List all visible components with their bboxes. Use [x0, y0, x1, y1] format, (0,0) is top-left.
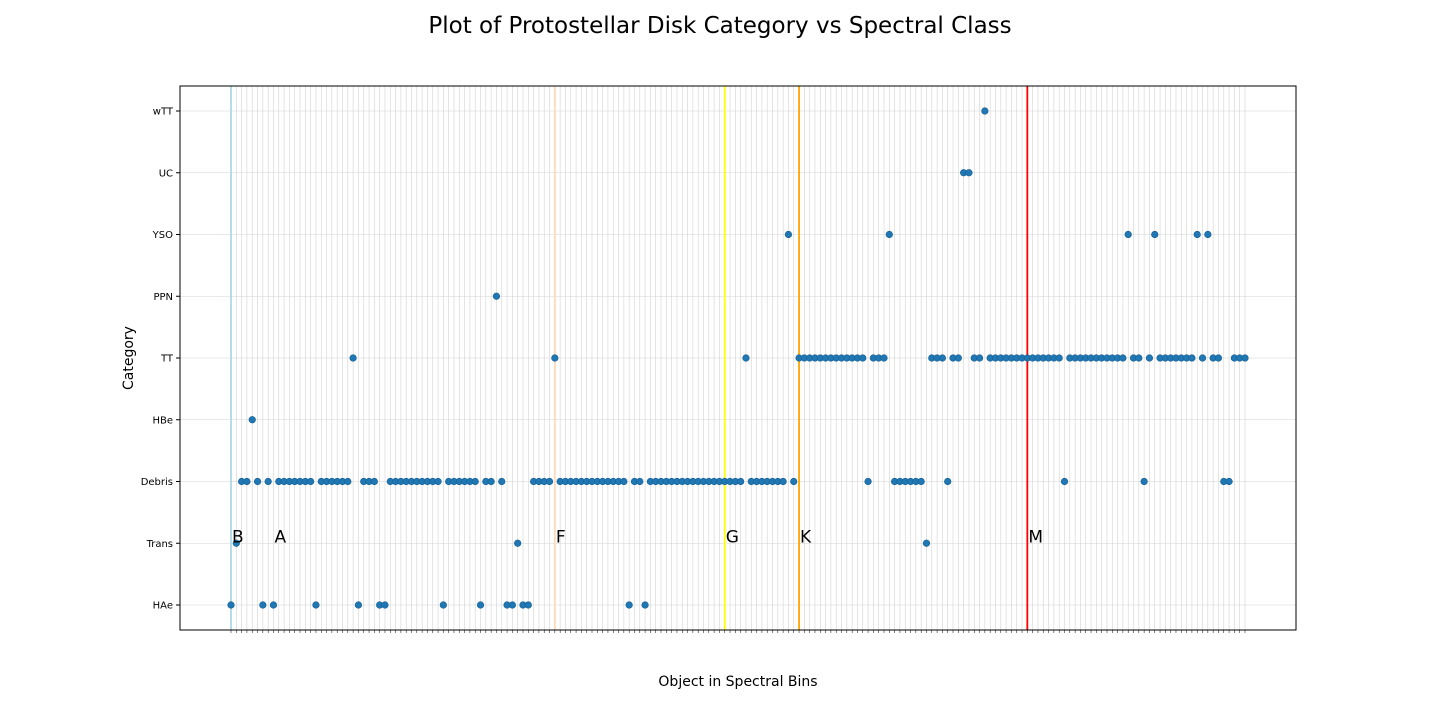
data-point [370, 477, 378, 486]
y-tick-label: Trans [146, 539, 173, 550]
data-point [253, 477, 262, 486]
data-point [349, 354, 357, 362]
y-tick-label: UC [159, 168, 173, 179]
data-point [498, 477, 506, 486]
data-point [784, 230, 793, 239]
data-point [545, 477, 554, 486]
data-points [227, 107, 1249, 609]
y-tick-label: TT [160, 354, 174, 365]
data-point [922, 539, 931, 547]
data-point [439, 601, 447, 609]
data-point [1145, 354, 1154, 362]
y-axis-ticks: HAe Trans Debris HBe TT PPN YSO UC wTT [141, 107, 180, 612]
data-point [885, 230, 893, 239]
data-point [1188, 354, 1196, 362]
spectral-class-label: G [726, 527, 739, 547]
data-point [779, 477, 787, 486]
data-point [790, 477, 798, 486]
data-point [981, 107, 989, 115]
data-point [492, 292, 501, 300]
y-tick-label: wTT [153, 107, 174, 118]
data-point [917, 477, 925, 486]
data-point [524, 601, 532, 609]
data-point [1151, 230, 1159, 239]
grid-layer [180, 86, 1296, 630]
data-point [737, 477, 745, 486]
data-point [742, 354, 750, 362]
data-point [232, 539, 240, 547]
y-axis-label: Category [121, 326, 137, 390]
data-point [1241, 354, 1249, 362]
data-point [880, 354, 888, 362]
data-point [248, 416, 256, 424]
spectral-class-label: M [1028, 527, 1043, 547]
data-point [307, 477, 315, 486]
y-tick-label: HAe [153, 601, 173, 612]
data-point [1124, 230, 1132, 239]
data-point [864, 477, 872, 486]
data-point [514, 539, 522, 547]
data-point [381, 601, 389, 609]
spectral-class-label: K [800, 527, 812, 547]
spectral-class-label: F [556, 527, 566, 547]
data-point [641, 601, 649, 609]
data-point [975, 354, 984, 362]
data-point [1225, 477, 1233, 486]
data-point [264, 477, 272, 486]
y-tick-label: PPN [153, 292, 173, 303]
y-tick-label: YSO [152, 230, 173, 241]
data-point [344, 477, 352, 486]
data-point [508, 601, 516, 609]
data-point [625, 601, 633, 609]
data-point [1060, 477, 1069, 486]
data-point [1119, 354, 1127, 362]
data-point [269, 601, 278, 609]
data-point [243, 477, 251, 486]
spectral-class-label: A [274, 527, 286, 547]
data-point [487, 477, 495, 486]
data-point [954, 354, 962, 362]
data-point [1140, 477, 1148, 486]
data-point [859, 354, 867, 362]
data-point [944, 477, 952, 486]
data-point [1135, 354, 1143, 362]
data-point [1055, 354, 1063, 362]
data-point [1204, 230, 1212, 239]
chart-title: Plot of Protostellar Disk Category vs Sp… [428, 13, 1011, 39]
y-tick-label: Debris [141, 477, 173, 488]
data-point [354, 601, 363, 609]
data-point [227, 601, 235, 609]
data-point [551, 354, 559, 362]
data-point [620, 477, 628, 486]
data-point [476, 601, 485, 609]
x-axis-label: Object in Spectral Bins [658, 674, 817, 690]
data-point [312, 601, 320, 609]
data-point [259, 601, 267, 609]
x-axis-ticks [230, 630, 1246, 633]
data-point [434, 477, 442, 486]
data-point [1214, 354, 1223, 362]
y-tick-label: HBe [152, 415, 173, 426]
data-point [636, 477, 644, 486]
data-point [938, 354, 946, 362]
data-point [965, 169, 973, 177]
data-point [471, 477, 479, 486]
data-point [1198, 354, 1207, 362]
spectral-class-label: B [232, 527, 244, 547]
data-point [1193, 230, 1201, 239]
